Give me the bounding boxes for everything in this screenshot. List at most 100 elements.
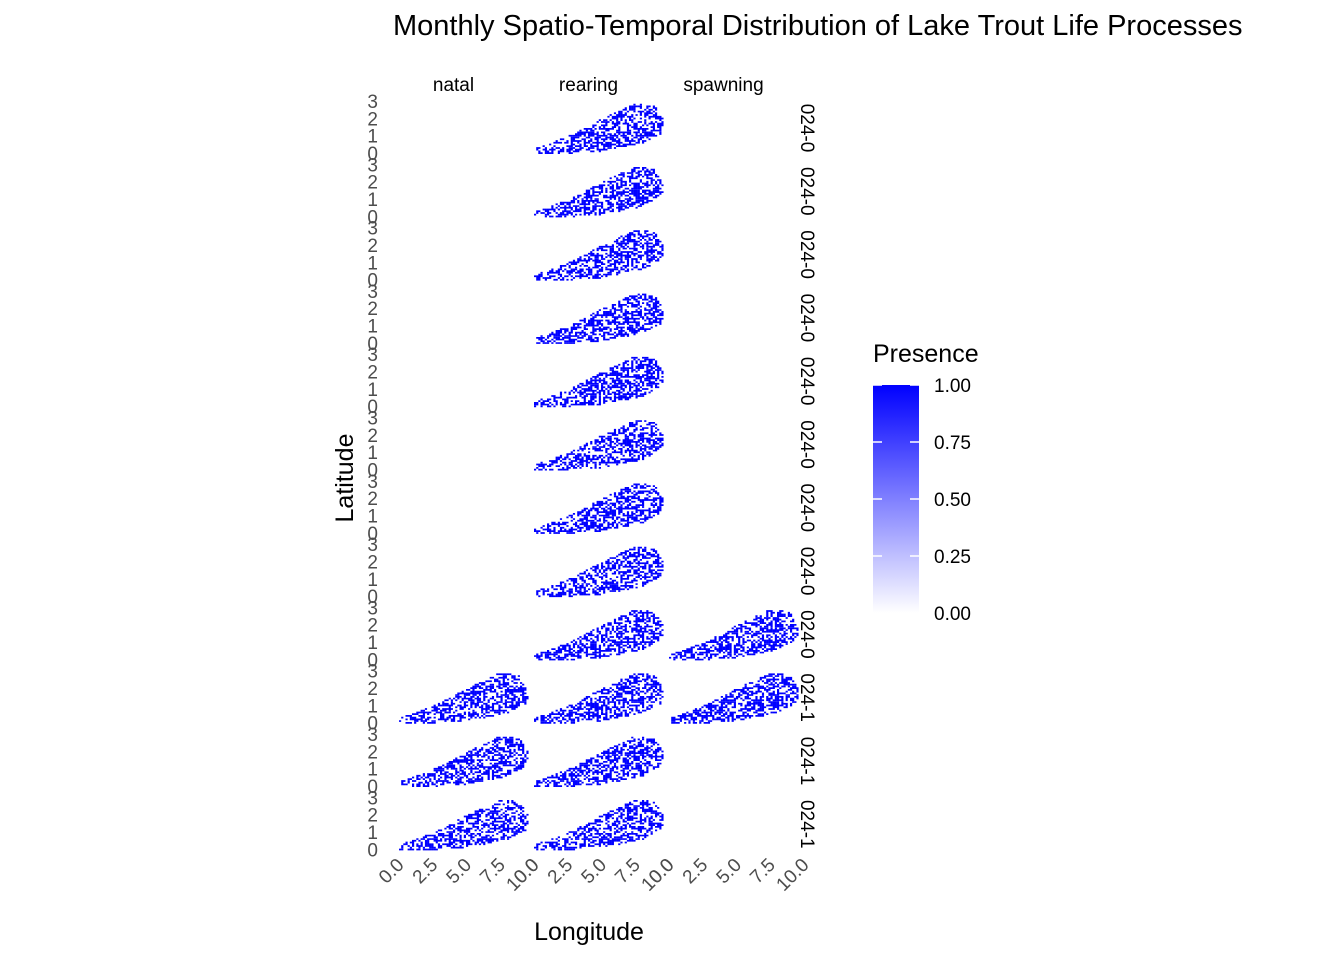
panel-spawning-row-9 <box>669 610 799 661</box>
facet-row-label: 024-0 <box>796 420 817 469</box>
x-tick-label: 5.0 <box>713 855 747 889</box>
facet-row-label: 024-0 <box>796 547 817 596</box>
presence-cells <box>534 800 664 851</box>
facet-row-label: 024-0 <box>796 104 817 153</box>
y-tick-label: 3 <box>367 92 378 113</box>
y-tick-label: 1 <box>367 696 378 717</box>
presence-cells <box>534 483 664 534</box>
panel-rearing-row-5 <box>534 356 664 408</box>
y-tick-label: 1 <box>367 443 378 464</box>
presence-cells <box>536 293 664 344</box>
presence-cells <box>669 610 799 661</box>
y-tick-label: 3 <box>367 155 378 176</box>
y-tick-label: 0 <box>367 777 378 798</box>
presence-cells <box>399 800 529 851</box>
y-tick-label: 3 <box>367 409 378 430</box>
y-tick-label: 2 <box>367 236 378 257</box>
y-tick-label: 1 <box>367 823 378 844</box>
panel-natal-row-11 <box>401 736 529 788</box>
y-tick-label: 0 <box>367 334 378 355</box>
x-tick-label: 2.5 <box>544 855 578 889</box>
presence-cells <box>534 673 664 724</box>
legend-tick-label: 1.00 <box>934 376 971 397</box>
facet-row-label: 024-0 <box>796 167 817 216</box>
panel-rearing-row-4 <box>536 293 664 344</box>
panel-rearing-row-9 <box>534 610 664 661</box>
panel-rearing-row-2 <box>534 167 664 218</box>
legend-tick-label: 0.50 <box>934 490 971 511</box>
facet-label-spawning: spawning <box>683 75 763 96</box>
chart-title: Monthly Spatio-Temporal Distribution of … <box>393 10 1243 42</box>
y-tick-label: 3 <box>367 725 378 746</box>
y-tick-label: 2 <box>367 109 378 130</box>
panel-natal-row-12 <box>399 800 529 851</box>
y-tick-label: 3 <box>367 282 378 303</box>
legend-tick-label: 0.75 <box>934 433 971 454</box>
presence-cells <box>534 356 664 408</box>
y-tick-label: 2 <box>367 679 378 700</box>
facet-row-label: 024-0 <box>796 483 817 532</box>
y-tick-label: 1 <box>367 760 378 781</box>
y-tick-label: 0 <box>367 461 378 482</box>
facet-label-natal: natal <box>433 75 474 96</box>
y-tick-label: 3 <box>367 345 378 366</box>
y-tick-label: 2 <box>367 299 378 320</box>
presence-cells <box>534 230 664 281</box>
presence-cells <box>671 673 799 724</box>
x-tick-label: 5.0 <box>578 855 612 889</box>
y-tick-label: 2 <box>367 552 378 573</box>
y-tick-label: 1 <box>367 317 378 338</box>
presence-cells <box>401 736 529 788</box>
legend-tick-label: 0.00 <box>934 604 971 625</box>
facet-row-label: 024-1 <box>796 673 817 722</box>
presence-cells <box>534 167 664 218</box>
y-tick-label: 2 <box>367 426 378 447</box>
panel-rearing-row-8 <box>536 546 664 598</box>
panel-spawning-row-10 <box>671 673 799 724</box>
y-tick-label: 0 <box>367 207 378 228</box>
y-tick-label: 2 <box>367 363 378 384</box>
facet-row-label: 024-0 <box>796 230 817 279</box>
facet-row-label: 024-1 <box>796 800 817 849</box>
y-tick-label: 1 <box>367 506 378 527</box>
legend-title: Presence <box>873 340 979 368</box>
facet-label-rearing: rearing <box>559 75 618 96</box>
legend: 0.00 0.25 0.50 0.75 1.00 <box>873 376 971 625</box>
presence-cells <box>536 103 664 155</box>
panel-rearing-row-6 <box>534 420 664 471</box>
y-tick-label: 0 <box>367 397 378 418</box>
y-tick-label: 1 <box>367 570 378 591</box>
y-tick-label: 2 <box>367 489 378 510</box>
y-tick-label: 0 <box>367 524 378 545</box>
y-tick-label: 1 <box>367 380 378 401</box>
y-tick-label: 2 <box>367 173 378 194</box>
y-tick-label: 2 <box>367 616 378 637</box>
presence-cells <box>534 736 664 788</box>
x-tick-label: 2.5 <box>409 855 443 889</box>
x-tick-label: 10.0 <box>773 855 814 896</box>
panel-rearing-row-10 <box>534 673 664 724</box>
y-tick-label: 0 <box>367 271 378 292</box>
facet-row-label: 024-0 <box>796 294 817 343</box>
y-tick-label: 1 <box>367 127 378 148</box>
presence-cells <box>534 610 664 661</box>
presence-cells <box>536 546 664 598</box>
x-tick-label: 5.0 <box>443 855 477 889</box>
panel-natal-row-10 <box>399 673 529 724</box>
y-tick-label: 0 <box>367 144 378 165</box>
panel-rearing-row-12 <box>534 800 664 851</box>
y-tick-label: 3 <box>367 219 378 240</box>
y-tick-label: 1 <box>367 253 378 274</box>
y-tick-label: 2 <box>367 806 378 827</box>
x-tick-label: 2.5 <box>679 855 713 889</box>
presence-cells <box>534 420 664 471</box>
x-tick-label: 0.0 <box>375 855 409 889</box>
legend-tick-label: 0.25 <box>934 547 971 568</box>
y-tick-label: 3 <box>367 662 378 683</box>
y-tick-label: 1 <box>367 633 378 654</box>
panel-rearing-row-11 <box>534 736 664 788</box>
y-tick-label: 3 <box>367 472 378 493</box>
panel-rearing-row-7 <box>534 483 664 534</box>
presence-cells <box>399 673 529 724</box>
